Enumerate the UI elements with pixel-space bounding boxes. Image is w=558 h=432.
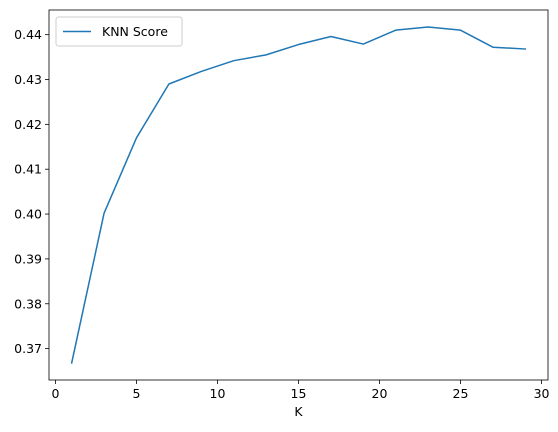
x-axis-label: K bbox=[294, 404, 303, 419]
y-tick-label: 0.42 bbox=[14, 117, 42, 132]
x-axis-ticks: 0 5 10 15 20 25 30 bbox=[52, 380, 550, 401]
x-tick-label: 5 bbox=[133, 386, 141, 401]
y-tick-label: 0.41 bbox=[14, 162, 42, 177]
legend-label: KNN Score bbox=[102, 24, 168, 39]
x-tick-label: 30 bbox=[534, 386, 550, 401]
x-tick-label: 10 bbox=[210, 386, 226, 401]
x-tick-label: 0 bbox=[52, 386, 60, 401]
x-tick-label: 20 bbox=[372, 386, 388, 401]
legend-box bbox=[55, 16, 183, 47]
plot-area bbox=[70, 26, 527, 364]
x-tick-label: 15 bbox=[291, 386, 307, 401]
legend: KNN Score bbox=[55, 16, 183, 47]
y-tick-label: 0.40 bbox=[14, 207, 42, 222]
y-axis-ticks: 0.37 0.38 0.39 0.40 0.41 0.42 0.43 0.44 bbox=[14, 27, 49, 356]
axes-frame bbox=[48, 9, 549, 381]
y-tick-label: 0.37 bbox=[14, 341, 42, 356]
y-tick-label: 0.43 bbox=[14, 72, 42, 87]
x-tick-label: 25 bbox=[453, 386, 469, 401]
y-tick-label: 0.39 bbox=[14, 251, 42, 266]
y-tick-label: 0.38 bbox=[14, 296, 42, 311]
y-tick-label: 0.44 bbox=[14, 27, 42, 42]
